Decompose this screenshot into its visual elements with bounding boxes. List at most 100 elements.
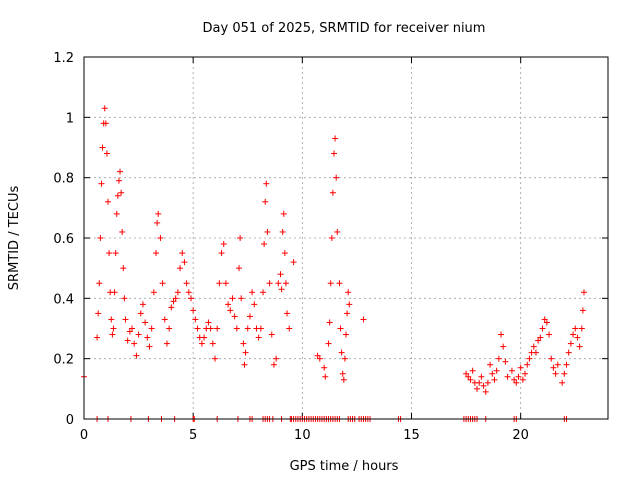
data-point: [463, 370, 470, 377]
x-tick-label: 0: [80, 428, 88, 443]
data-point: [192, 316, 199, 323]
data-point: [113, 210, 120, 217]
data-point: [574, 334, 581, 341]
y-tick-label: 0.4: [53, 292, 74, 307]
data-point: [511, 376, 518, 383]
data-point: [532, 349, 539, 356]
data-point: [115, 177, 122, 184]
data-point: [98, 180, 105, 187]
data-point: [530, 343, 537, 350]
data-point: [487, 361, 494, 368]
data-point: [205, 319, 212, 326]
data-point: [101, 105, 108, 112]
data-point: [251, 301, 258, 308]
data-point: [465, 373, 472, 380]
data-point: [330, 150, 337, 157]
data-point: [268, 331, 275, 338]
data-point: [260, 289, 267, 296]
data-point: [161, 316, 168, 323]
x-tick-label: 20: [512, 428, 529, 443]
data-point: [567, 340, 574, 347]
data-point: [255, 334, 262, 341]
x-tick-label: 5: [189, 428, 197, 443]
data-point: [154, 219, 161, 226]
data-point: [346, 301, 353, 308]
data-point: [177, 265, 184, 272]
data-point: [95, 310, 102, 317]
data-point: [561, 370, 568, 377]
data-point: [480, 382, 487, 389]
data-point: [246, 313, 253, 320]
data-point: [286, 325, 293, 332]
data-point: [181, 259, 188, 266]
data-point: [157, 235, 164, 241]
data-point: [237, 235, 244, 241]
data-point: [513, 379, 520, 386]
data-point: [554, 361, 561, 368]
data-point: [249, 289, 256, 296]
data-point: [526, 355, 533, 362]
data-point: [94, 334, 101, 341]
data-point: [242, 349, 249, 356]
data-point: [552, 370, 559, 377]
data-point: [559, 379, 566, 386]
data-point: [328, 235, 335, 241]
data-point: [179, 250, 186, 257]
y-tick-label: 0.2: [53, 353, 74, 368]
data-point: [172, 295, 179, 302]
plot-frame: [83, 56, 609, 420]
data-point: [155, 210, 162, 217]
data-point: [122, 316, 129, 323]
data-point: [144, 334, 151, 341]
data-point: [580, 289, 587, 296]
data-point: [137, 310, 144, 317]
data-point: [502, 358, 509, 365]
data-point: [194, 325, 201, 332]
data-point: [565, 349, 572, 356]
data-point: [212, 355, 218, 362]
data-point: [201, 334, 208, 341]
data-point: [270, 361, 277, 368]
data-point: [111, 289, 118, 296]
data-point: [220, 241, 227, 248]
data-point: [129, 325, 136, 332]
data-point: [273, 355, 280, 362]
data-point: [281, 250, 288, 257]
data-point: [225, 301, 232, 308]
data-point: [321, 364, 328, 371]
data-point: [489, 370, 496, 377]
data-point: [150, 289, 157, 296]
data-point: [214, 325, 221, 332]
data-point: [231, 313, 238, 320]
chart-title: Day 051 of 2025, SRMTID for receiver niu…: [203, 21, 486, 36]
data-point: [572, 325, 579, 332]
data-point: [99, 144, 106, 151]
data-point: [106, 250, 113, 257]
data-point: [183, 280, 190, 287]
data-point: [282, 280, 289, 287]
data-point: [108, 316, 115, 323]
data-point: [222, 280, 229, 287]
data-point: [474, 385, 480, 392]
data-point: [326, 319, 333, 326]
data-point: [332, 135, 339, 142]
data-point: [482, 388, 489, 395]
data-point: [244, 325, 251, 332]
data-point: [344, 310, 351, 317]
data-point: [316, 355, 323, 362]
data-point: [146, 343, 153, 350]
data-point: [187, 295, 194, 302]
data-point: [543, 319, 550, 326]
data-point: [537, 334, 544, 341]
data-point: [336, 280, 343, 287]
data-point: [519, 376, 526, 383]
data-point: [190, 307, 197, 314]
y-tick-label: 1.2: [53, 51, 74, 66]
x-axis-label: GPS time / hours: [290, 459, 399, 474]
data-point: [339, 370, 346, 377]
data-point: [216, 280, 223, 287]
data-point: [360, 316, 367, 323]
data-point: [341, 355, 348, 362]
data-point: [263, 180, 270, 187]
